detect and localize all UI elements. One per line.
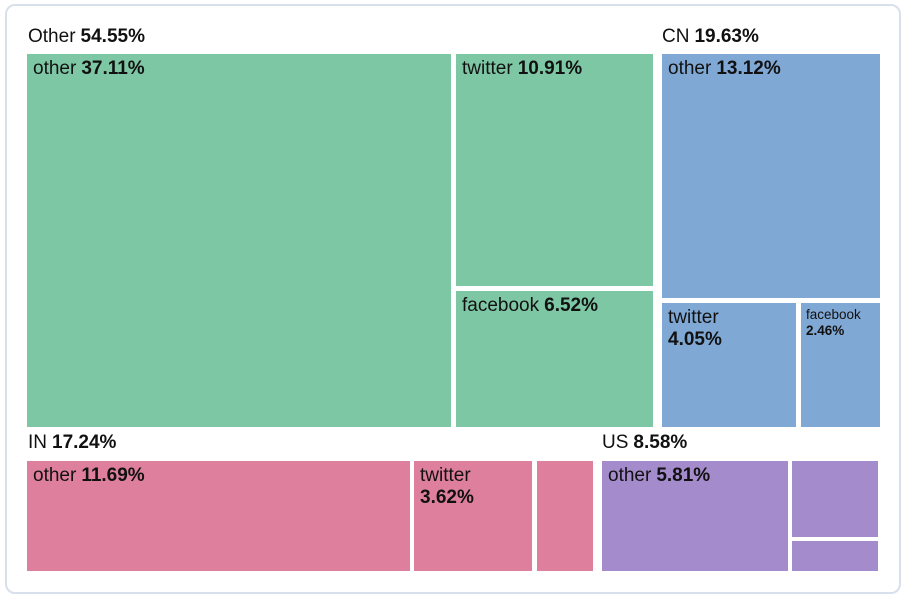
group-value: 54.55%	[80, 26, 145, 47]
treemap-cell-other-twitter[interactable]: twitter 10.91%	[456, 54, 653, 286]
group-name: IN	[28, 432, 47, 453]
group-header-in: IN 17.24%	[28, 432, 116, 453]
treemap-cell-cn-facebook[interactable]: facebook 2.46%	[801, 303, 880, 427]
group-name: CN	[662, 26, 690, 47]
treemap-cell-us-unlabeled[interactable]	[792, 541, 878, 571]
treemap-cell-label: twitter 10.91%	[462, 58, 583, 79]
group-value: 8.58%	[633, 432, 688, 453]
group-header-other: Other 54.55%	[28, 26, 145, 47]
group-name: Other	[28, 26, 76, 47]
treemap-cell-label: facebook 6.52%	[462, 295, 598, 316]
group-name: US	[602, 432, 629, 453]
treemap-cell-label: other 11.69%	[33, 465, 145, 486]
group-value: 17.24%	[52, 432, 117, 453]
treemap-cell-other-facebook[interactable]: facebook 6.52%	[456, 291, 653, 427]
treemap-cell-cn-twitter[interactable]: twitter 4.05%	[662, 303, 796, 427]
treemap-cell-label: other 13.12%	[668, 58, 781, 79]
treemap-cell-label: twitter 3.62%	[420, 465, 474, 508]
treemap-cell-us-unlabeled[interactable]	[792, 461, 878, 537]
group-header-us: US 8.58%	[602, 432, 687, 453]
treemap-cell-label: twitter 4.05%	[668, 307, 722, 350]
treemap-cell-other-other[interactable]: other 37.11%	[27, 54, 451, 427]
treemap-cell-us-other[interactable]: other 5.81%	[602, 461, 788, 571]
treemap-cell-label: other 5.81%	[608, 465, 711, 486]
group-header-cn: CN 19.63%	[662, 26, 759, 47]
treemap-cell-label: other 37.11%	[33, 58, 145, 79]
treemap-cell-cn-other[interactable]: other 13.12%	[662, 54, 880, 298]
treemap-cell-in-unlabeled[interactable]	[537, 461, 593, 571]
treemap-cell-label: facebook 2.46%	[806, 307, 861, 338]
treemap-cell-in-other[interactable]: other 11.69%	[27, 461, 410, 571]
group-value: 19.63%	[694, 26, 759, 47]
treemap-cell-in-twitter[interactable]: twitter 3.62%	[414, 461, 532, 571]
